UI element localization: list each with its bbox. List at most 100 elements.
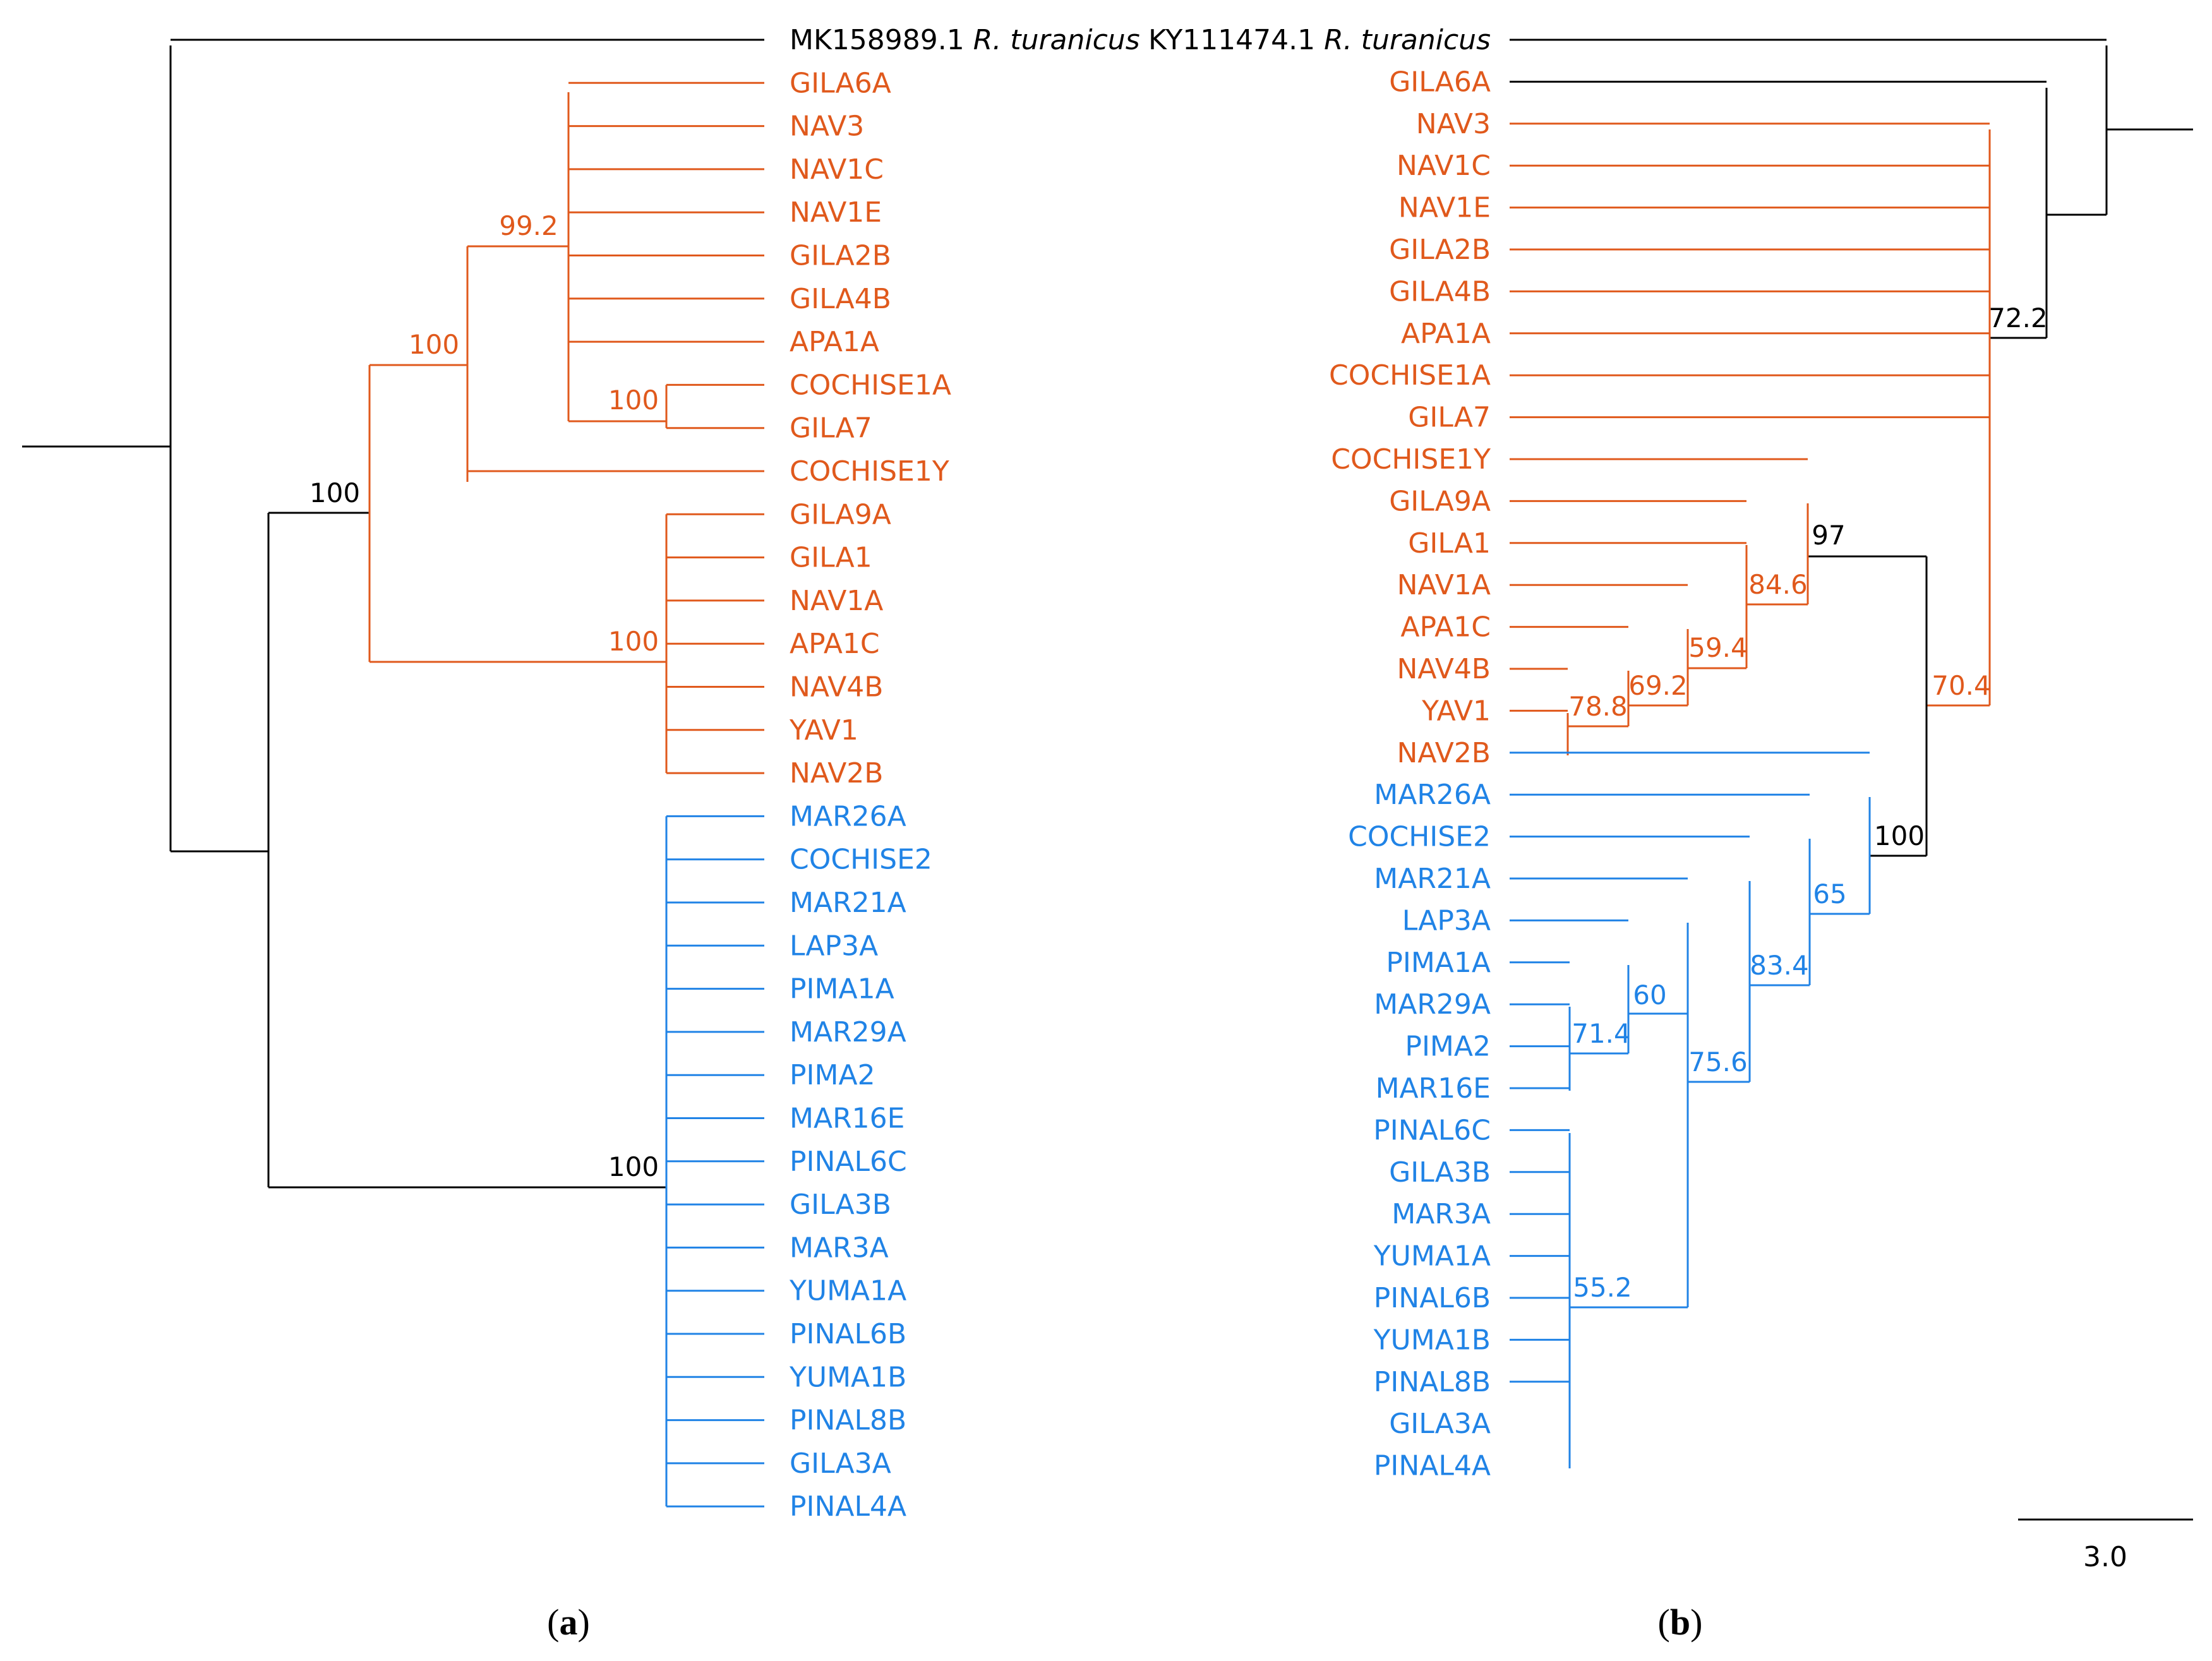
- leaf-name: COCHISE2: [1348, 821, 1491, 853]
- leaf-name: GILA3B: [1389, 1156, 1491, 1189]
- support-value: 100: [608, 1151, 659, 1182]
- leaf-label: MAR26A: [790, 800, 906, 832]
- support-value: 55.2: [1573, 1272, 1632, 1303]
- support-value: 100: [1874, 820, 1925, 851]
- leaf-label: NAV1C: [790, 153, 884, 186]
- leaf-name: KY111474.1: [1148, 24, 1315, 56]
- leaf-label: GILA2B: [1389, 234, 1491, 266]
- leaf-name: MAR29A: [790, 1016, 906, 1048]
- leaf-name: MAR21A: [1374, 863, 1491, 895]
- support-value: 84.6: [1748, 569, 1808, 600]
- leaf-label: GILA9A: [790, 498, 891, 531]
- leaf-name: NAV3: [790, 111, 864, 143]
- leaf-name: NAV1A: [790, 585, 883, 617]
- leaf-name: GILA3B: [790, 1189, 891, 1221]
- panel-label-a: (a): [547, 1602, 590, 1643]
- leaf-name: GILA1: [1408, 527, 1491, 560]
- leaf-name: PINAL6B: [1374, 1282, 1491, 1314]
- leaf-name: APA1C: [790, 628, 880, 660]
- tree-b: 72.2 70.4 97 100 84.6 59.469.278.8 65 83.4 75.6 6…: [1148, 24, 2193, 1482]
- leaf-species: R. turanicus: [1324, 24, 1491, 56]
- leaf-name: NAV2B: [1397, 737, 1491, 769]
- support-value: 65: [1813, 878, 1846, 909]
- leaf-name: MAR16E: [1376, 1072, 1491, 1105]
- leaf-label: KY111474.1 R. turanicus: [1148, 24, 1491, 56]
- leaf-label: GILA4B: [1389, 275, 1491, 308]
- leaf-name: NAV4B: [790, 671, 883, 704]
- leaf-name: GILA7: [790, 412, 872, 445]
- leaf-label: NAV1E: [790, 196, 882, 229]
- leaf-label: APA1A: [1401, 318, 1491, 350]
- leaf-label: GILA3A: [790, 1448, 891, 1480]
- leaf-name: YUMA1B: [789, 1361, 906, 1393]
- leaf-name: COCHISE1Y: [1331, 443, 1491, 476]
- leaf-label: YUMA1B: [789, 1361, 906, 1393]
- leaf-name: GILA6A: [790, 67, 891, 99]
- leaf-label: NAV3: [790, 111, 864, 143]
- leaf-label: GILA3B: [790, 1189, 891, 1221]
- leaf-name: GILA9A: [1389, 485, 1491, 517]
- leaf-label: COCHISE1Y: [1331, 443, 1491, 476]
- leaf-label: PIMA1A: [1386, 947, 1491, 979]
- leaf-label: PINAL6B: [1374, 1282, 1491, 1314]
- leaf-label: PIMA2: [1405, 1031, 1491, 1063]
- leaf-name: GILA1: [790, 542, 872, 574]
- support-value: 71.4: [1572, 1018, 1631, 1049]
- leaf-name: YAV1: [1421, 695, 1491, 727]
- leaf-label: NAV2B: [790, 757, 883, 789]
- leaf-label: COCHISE2: [790, 844, 932, 876]
- leaf-name: MK158989.1: [790, 24, 965, 56]
- leaf-name: MAR3A: [790, 1232, 889, 1264]
- leaf-name: APA1C: [1400, 611, 1491, 644]
- panel-label-a-letter: a: [560, 1602, 578, 1643]
- leaf-name: YUMA1B: [1373, 1324, 1491, 1356]
- leaf-label: GILA1: [1408, 527, 1491, 560]
- leaf-name: NAV1C: [790, 153, 884, 186]
- support-value: 97: [1812, 520, 1845, 551]
- leaf-label: NAV4B: [790, 671, 883, 704]
- leaf-label: APA1C: [790, 628, 880, 660]
- leaf-label: YAV1: [789, 714, 858, 747]
- support-value: 69.2: [1628, 670, 1688, 701]
- leaf-label: LAP3A: [790, 930, 878, 962]
- leaf-name: GILA4B: [790, 283, 891, 315]
- leaf-label: NAV1E: [1398, 192, 1491, 224]
- leaf-label: PIMA1A: [790, 973, 894, 1005]
- leaf-label: MAR29A: [1374, 988, 1491, 1021]
- leaf-name: YUMA1A: [1373, 1240, 1491, 1273]
- panel-label-b: (b): [1658, 1602, 1703, 1643]
- leaf-label: NAV1C: [1397, 150, 1491, 182]
- leaf-name: GILA4B: [1389, 275, 1491, 308]
- leaf-label: NAV2B: [1397, 737, 1491, 769]
- leaf-label: LAP3A: [1402, 904, 1491, 937]
- support-value: 78.8: [1568, 691, 1628, 722]
- leaf-label: PINAL8B: [790, 1405, 906, 1437]
- leaf-name: COCHISE1A: [1329, 359, 1491, 392]
- leaf-name: APA1A: [790, 326, 879, 358]
- leaf-label: APA1C: [1400, 611, 1491, 644]
- leaf-name: YUMA1A: [789, 1275, 906, 1307]
- leaf-label: NAV1A: [790, 585, 883, 617]
- support-value: 60: [1633, 980, 1666, 1010]
- leaf-name: NAV1E: [790, 196, 882, 229]
- leaf-name: PINAL6C: [790, 1146, 907, 1178]
- support-value: 99.2: [499, 210, 558, 241]
- tree-a: 100 100 100 100 99.2 100 MK158989.1 R. turanic…: [22, 24, 1140, 1523]
- leaf-label: GILA3A: [1389, 1408, 1491, 1440]
- leaf-name: PIMA1A: [790, 973, 894, 1005]
- leaf-name: GILA9A: [790, 498, 891, 531]
- leaf-name: GILA3A: [790, 1448, 891, 1480]
- leaf-label: PINAL4A: [1374, 1450, 1491, 1482]
- leaf-label: YAV1: [1421, 695, 1491, 727]
- leaf-name: PINAL8B: [1374, 1366, 1491, 1398]
- leaf-name: COCHISE2: [790, 844, 932, 876]
- support-value: 70.4: [1932, 670, 1991, 701]
- leaf-name: GILA7: [1408, 402, 1491, 434]
- support-value: 100: [608, 385, 659, 416]
- leaf-name: NAV1A: [1397, 569, 1491, 601]
- leaf-name: MAR26A: [790, 800, 906, 832]
- leaf-name: PIMA1A: [1386, 947, 1491, 979]
- leaf-label: COCHISE2: [1348, 821, 1491, 853]
- leaf-name: GILA6A: [1389, 66, 1491, 98]
